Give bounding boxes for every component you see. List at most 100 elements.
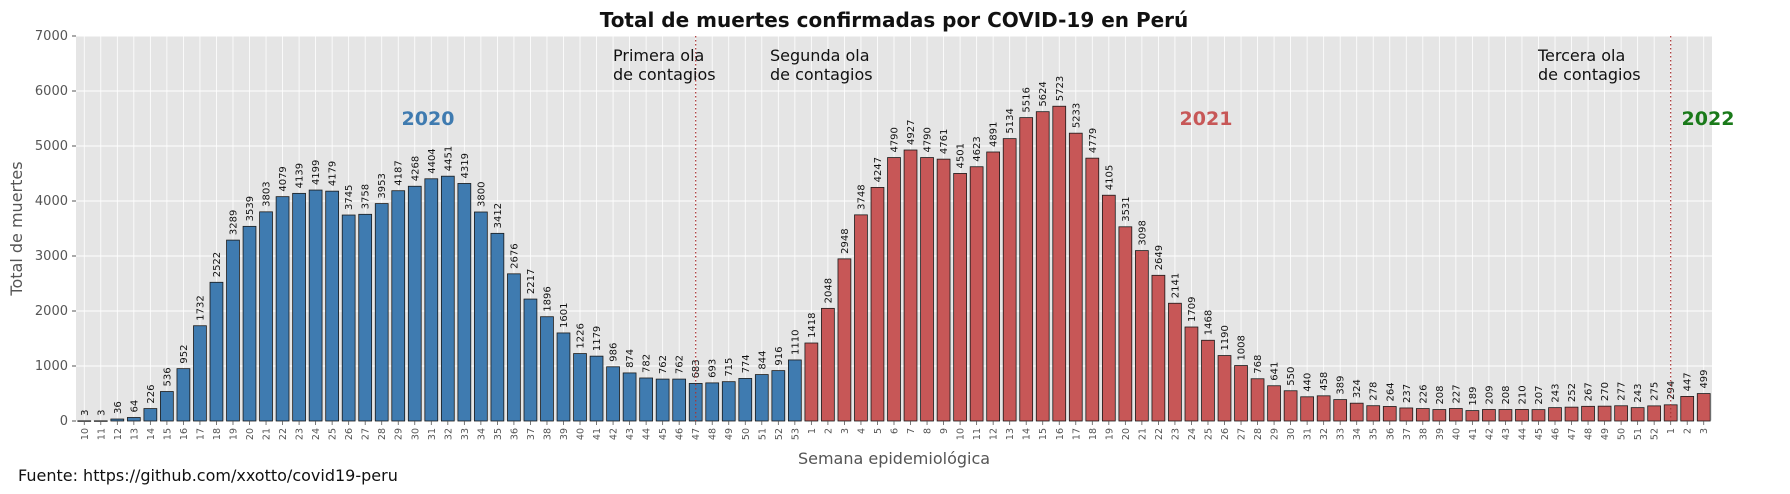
x-tick-label: 1 <box>1666 428 1677 434</box>
bar-value-label: 499 <box>1699 369 1710 388</box>
bar-value-label: 36 <box>113 401 124 414</box>
bar <box>1234 365 1248 422</box>
bar-value-label: 536 <box>162 367 173 386</box>
bar <box>1597 405 1612 422</box>
x-tick-label: 4 <box>856 428 867 434</box>
bar-value-label: 210 <box>1517 385 1528 404</box>
bar <box>242 225 257 422</box>
x-tick-label: 45 <box>1534 428 1545 440</box>
bar-value-label: 1468 <box>1203 310 1214 335</box>
bar <box>490 232 505 422</box>
chart-title: Total de muertes confirmadas por COVID-1… <box>600 8 1189 32</box>
bar <box>1085 157 1100 422</box>
x-tick-label: 48 <box>1584 428 1595 440</box>
bar <box>1267 385 1281 422</box>
bar <box>1564 406 1579 422</box>
bar <box>143 408 158 422</box>
bar <box>1035 111 1050 422</box>
year-label: 2020 <box>402 108 455 130</box>
x-tick-label: 46 <box>675 428 686 440</box>
bar <box>821 307 835 422</box>
bar-value-label: 4139 <box>295 163 306 188</box>
wave-annotation: Primera ola <box>613 46 704 65</box>
bar <box>1068 132 1083 422</box>
bar-value-label: 2948 <box>840 228 851 253</box>
bar-value-label: 324 <box>1352 379 1363 398</box>
bar-value-label: 275 <box>1650 382 1661 401</box>
x-tick-label: 19 <box>1104 428 1115 440</box>
bar <box>1482 409 1496 422</box>
bar-value-label: 4779 <box>1088 128 1099 153</box>
bar-value-label: 4247 <box>873 157 884 182</box>
x-tick-label: 34 <box>1352 428 1363 440</box>
x-tick-label: 26 <box>1220 428 1231 440</box>
bar-value-label: 4404 <box>427 148 438 173</box>
bar-value-label: 683 <box>691 359 702 378</box>
bar-value-label: 715 <box>724 358 735 377</box>
x-tick-label: 23 <box>1170 428 1181 440</box>
bar <box>1680 396 1695 422</box>
bar-value-label: 447 <box>1683 372 1694 391</box>
bar <box>325 190 339 422</box>
y-tick-label: 1000 <box>35 359 68 374</box>
bar-value-label: 270 <box>1600 382 1611 401</box>
bar <box>176 368 191 422</box>
x-tick-label: 46 <box>1551 428 1562 440</box>
bar <box>1630 407 1645 422</box>
x-tick-label: 50 <box>741 428 752 440</box>
bar <box>986 151 1000 422</box>
bar-value-label: 844 <box>757 350 768 369</box>
bar <box>1614 405 1628 422</box>
bar-value-label: 278 <box>1369 382 1380 401</box>
bar-value-label: 4319 <box>460 153 471 178</box>
bar-value-label: 209 <box>1484 385 1495 404</box>
bar <box>788 359 802 422</box>
bar-value-label: 1008 <box>1237 335 1248 360</box>
bar-value-label: 3953 <box>377 173 388 198</box>
bar <box>837 258 852 422</box>
x-tick-label: 40 <box>576 428 587 440</box>
x-tick-label: 47 <box>1567 428 1578 440</box>
bar-value-label: 4761 <box>939 129 950 154</box>
bar <box>1333 399 1348 422</box>
bar <box>705 382 720 422</box>
x-tick-label: 24 <box>1187 428 1198 440</box>
bar-value-label: 3803 <box>262 181 273 206</box>
bar-value-label: 3 <box>80 409 91 415</box>
bar-value-label: 64 <box>129 400 140 413</box>
bar <box>639 377 653 422</box>
x-tick-label: 26 <box>344 428 355 440</box>
y-tick-label: 2000 <box>35 304 68 319</box>
x-tick-label: 1 <box>807 428 818 434</box>
x-tick-label: 41 <box>592 428 603 440</box>
y-tick-label: 6000 <box>35 84 68 99</box>
x-tick-label: 27 <box>1237 428 1248 440</box>
bar <box>308 189 323 422</box>
bar <box>1135 250 1149 422</box>
x-tick-label: 49 <box>1600 428 1611 440</box>
bar-value-label: 4927 <box>906 120 917 145</box>
x-tick-label: 38 <box>1418 428 1429 440</box>
x-tick-label: 8 <box>923 428 934 434</box>
x-tick-label: 50 <box>1617 428 1628 440</box>
y-tick-label: 4000 <box>35 194 68 209</box>
bar <box>1316 395 1331 422</box>
bar <box>540 316 554 422</box>
bar-value-label: 4790 <box>923 127 934 152</box>
bar-value-label: 389 <box>1336 376 1347 395</box>
bar-value-label: 4179 <box>328 161 339 186</box>
x-tick-label: 43 <box>625 428 636 440</box>
bar-value-label: 762 <box>675 355 686 374</box>
x-tick-label: 48 <box>708 428 719 440</box>
bar-value-label: 237 <box>1402 384 1413 403</box>
bar-value-label: 3412 <box>493 203 504 228</box>
bar-value-label: 5134 <box>1005 108 1016 133</box>
bar <box>771 370 786 422</box>
y-axis-label: Total de muertes <box>7 161 26 296</box>
bar-value-label: 550 <box>1286 367 1297 386</box>
bar <box>341 214 356 422</box>
bar-value-label: 208 <box>1501 385 1512 404</box>
bar <box>292 192 306 422</box>
bar-value-label: 5516 <box>1022 87 1033 112</box>
x-tick-label: 42 <box>1484 428 1495 440</box>
